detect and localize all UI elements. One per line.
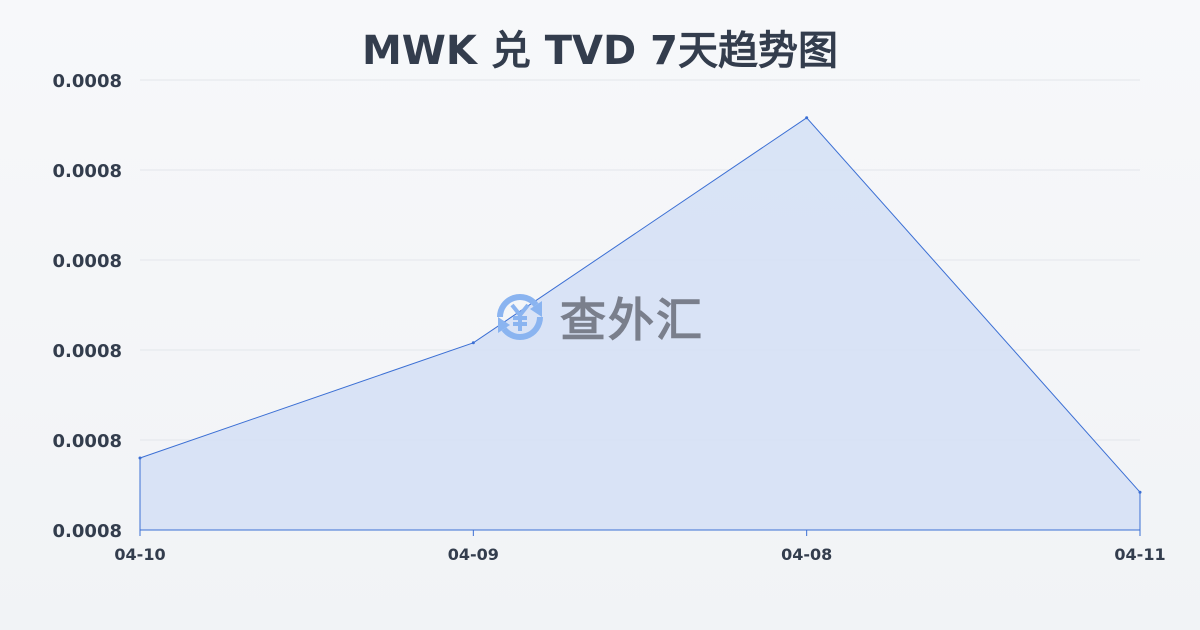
data-point [138,456,142,460]
y-tick-label: 0.0008 [53,251,122,272]
x-tick-label: 04-11 [1114,545,1165,564]
data-point [471,341,475,345]
y-tick-label: 0.0008 [53,71,122,92]
x-tick-label: 04-09 [448,545,499,564]
data-point [805,116,809,120]
chart-title: MWK 兑 TVD 7天趋势图 [362,28,838,74]
y-tick-label: 0.0008 [53,341,122,362]
area-fill [140,117,1140,531]
x-tick-label: 04-08 [781,545,832,564]
yen-exchange-icon [497,294,543,340]
series-line [139,117,1141,493]
y-tick-label: 0.0008 [53,431,122,452]
data-point [1138,490,1142,494]
y-tick-label: 0.0008 [53,521,122,542]
watermark: 查外汇 [490,284,704,350]
x-tick-label: 04-10 [114,545,165,564]
watermark-text: 查外汇 [560,293,704,347]
y-tick-label: 0.0008 [53,161,122,182]
